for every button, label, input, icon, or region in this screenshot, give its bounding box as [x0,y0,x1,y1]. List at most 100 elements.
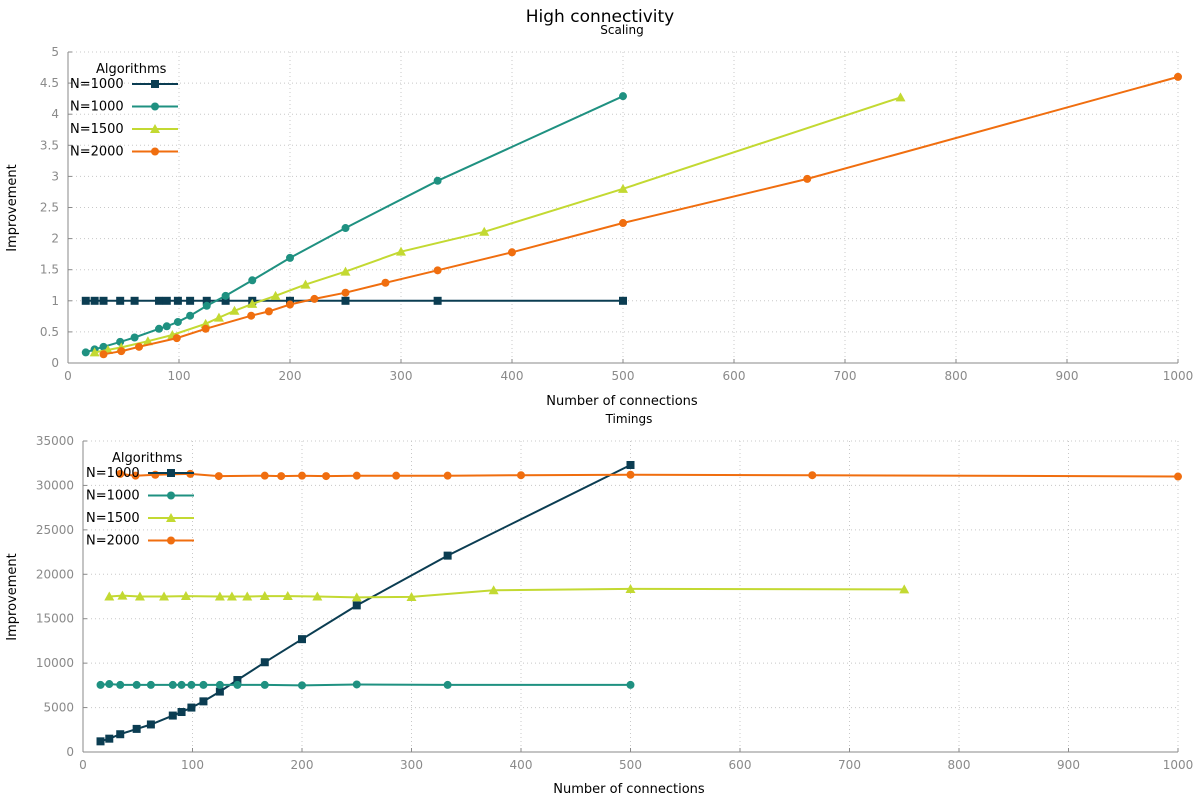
legend-label: N=1000 [86,466,140,481]
data-point [352,601,361,610]
data-point [142,336,153,346]
data-point [177,680,186,689]
series-line [109,587,905,599]
data-point [104,591,115,601]
data-point [173,317,182,326]
x-tick-label: 200 [291,758,314,772]
data-point [130,296,139,305]
data-point [134,591,145,601]
legend-title: Algorithms [96,62,167,77]
x-tick-label: 100 [181,758,204,772]
data-point [221,296,230,305]
data-point [508,248,516,257]
data-point [259,591,270,601]
x-tick-label: 1000 [1163,758,1194,772]
data-point [433,176,442,185]
data-point [341,296,350,305]
data-point [201,324,210,333]
data-point [214,591,225,601]
data-point [322,472,331,481]
data-point [233,680,242,689]
data-point [229,305,240,315]
data-point [168,711,177,720]
data-point [340,266,351,276]
data-point [381,278,390,287]
data-point [96,737,105,746]
y-tick-label: 4.5 [40,76,59,90]
data-point [99,350,108,359]
legend-swatch-marker [166,513,176,522]
chart1-xlabel: Number of connections [546,394,698,409]
data-point [341,224,350,233]
x-tick-label: 800 [945,369,968,383]
data-point [300,279,311,289]
data-point [116,296,125,305]
data-point [177,708,186,717]
data-point [221,291,230,300]
data-point [895,92,906,102]
data-point [132,724,141,733]
x-tick-label: 200 [279,369,302,383]
legend-swatch-marker [150,124,160,133]
data-point [808,471,817,480]
data-point [172,334,181,343]
y-tick-label: 0 [51,356,59,370]
data-point [162,296,171,305]
figure-title: High connectivity [526,7,674,27]
data-point [260,658,269,667]
y-tick-label: 35000 [36,434,74,448]
data-point [260,680,269,689]
y-tick-label: 2 [51,232,59,246]
data-point [406,591,417,601]
data-point [132,680,141,689]
data-point [899,584,910,594]
data-point [180,591,191,601]
data-point [81,296,90,305]
legend-label: N=1500 [86,511,140,526]
y-tick-label: 20000 [36,567,74,581]
x-tick-label: 300 [400,758,423,772]
data-point [105,680,114,689]
data-point [433,266,442,275]
y-tick-label: 4 [51,107,59,121]
data-point [155,296,164,305]
data-point [626,680,635,689]
data-point [214,472,223,481]
legend-label: N=1000 [86,489,140,504]
y-tick-label: 0.5 [40,325,59,339]
data-point [202,301,211,310]
data-point [247,298,258,308]
data-point [517,471,525,480]
series-line [85,95,624,354]
data-point [168,680,177,689]
chart1-title: Scaling [600,23,643,37]
data-point [146,680,155,689]
y-tick-label: 10000 [36,656,74,670]
data-point [199,680,208,689]
data-point [1174,72,1182,81]
data-point [242,591,253,601]
data-point [286,300,294,309]
legend-swatch-marker [167,536,175,545]
data-point [116,469,125,478]
legend-label: N=2000 [70,145,124,160]
y-tick-label: 5000 [43,701,74,715]
data-point [286,253,294,262]
x-tick-label: 700 [838,758,861,772]
series-line [103,75,1179,356]
series-line [100,682,631,687]
legend-label: N=2000 [86,534,140,549]
legend-label: N=1000 [70,100,124,115]
data-point [151,470,160,479]
x-tick-label: 600 [729,758,752,772]
x-tick-label: 300 [390,369,413,383]
data-point [226,591,237,601]
data-point [310,294,319,303]
data-point [479,226,490,236]
data-point [803,174,812,183]
x-tick-label: 0 [64,369,72,383]
data-point [187,703,196,712]
y-tick-label: 3.5 [40,138,59,152]
data-point [200,318,211,328]
data-point [159,591,170,601]
